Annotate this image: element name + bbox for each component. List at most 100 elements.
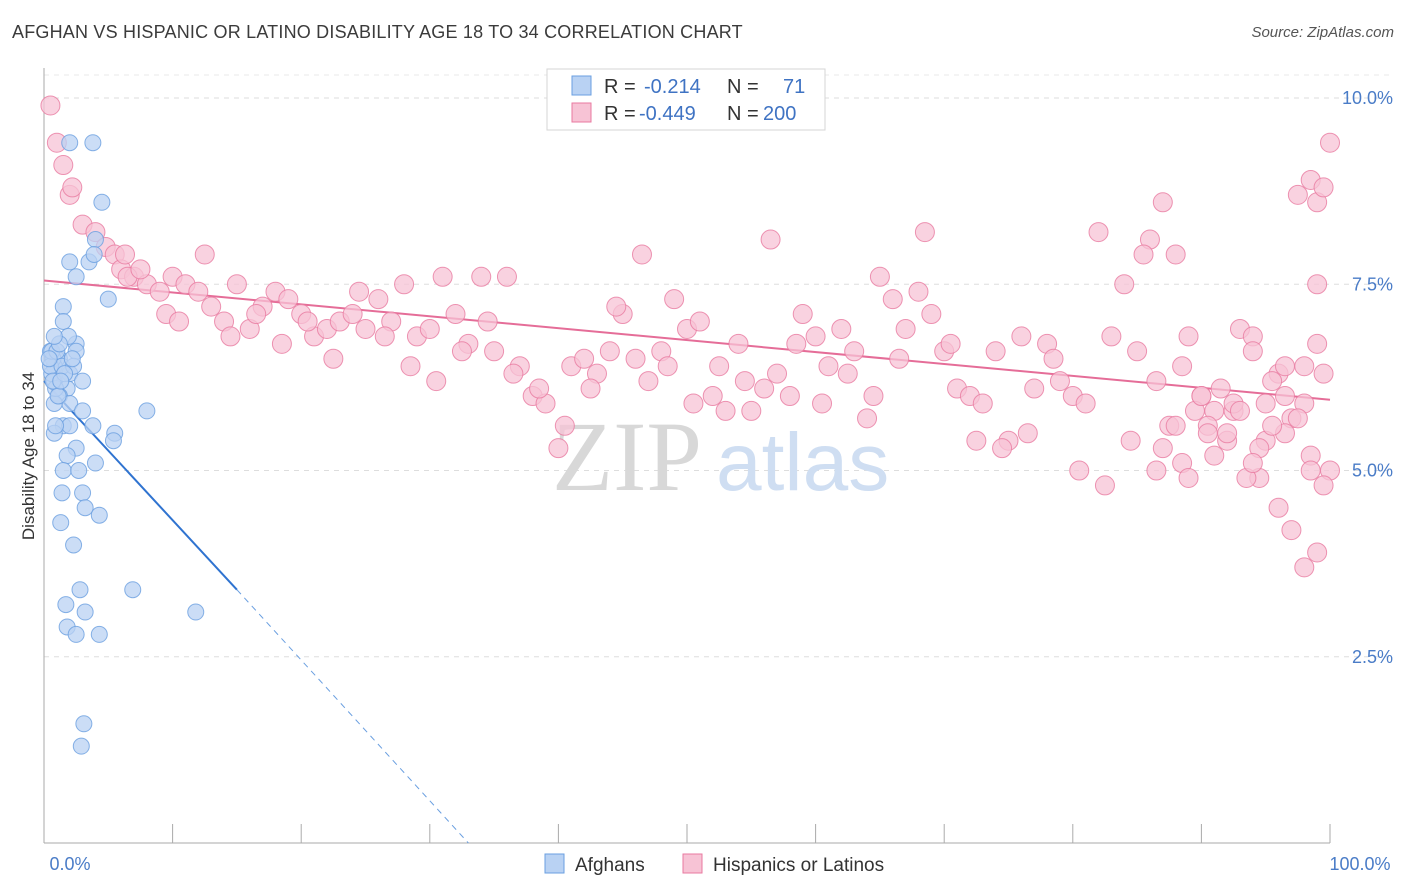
hispanics-point <box>606 296 627 317</box>
hispanics-point <box>908 281 929 302</box>
hispanics-point <box>1255 393 1276 414</box>
afghans-point <box>57 596 75 614</box>
hispanics-point <box>1178 467 1199 488</box>
hispanics-point <box>1281 520 1302 541</box>
hispanics-point <box>188 281 209 302</box>
hispanics-point <box>432 266 453 287</box>
afghans-point <box>63 350 81 368</box>
hispanics-point <box>149 281 170 302</box>
legend-n-afghans: 71 <box>783 76 805 98</box>
afghans-point <box>54 313 72 330</box>
hispanics-point <box>966 430 987 451</box>
hispanics-point <box>1268 497 1289 518</box>
source-label: Source: ZipAtlas.com <box>1251 24 1394 41</box>
afghans-point <box>54 298 72 316</box>
afghans-point <box>90 625 108 643</box>
hispanics-point <box>889 348 910 369</box>
hispanics-point <box>599 341 620 362</box>
hispanics-point <box>754 378 775 399</box>
hispanics-point <box>812 393 833 414</box>
legend-n-label-afghans: N = <box>727 76 759 98</box>
bottom-legend-afghans: Afghans <box>575 855 645 876</box>
afghans-point <box>99 290 117 308</box>
hispanics-point <box>709 356 730 377</box>
hispanics-point <box>40 95 61 116</box>
hispanics-point <box>857 408 878 429</box>
hispanics-point <box>1242 453 1263 474</box>
y-tick-label: 10.0% <box>1342 88 1393 108</box>
hispanics-point <box>53 155 74 176</box>
hispanics-point <box>426 371 447 392</box>
hispanics-point <box>226 274 247 295</box>
hispanics-point <box>374 326 395 347</box>
hispanics-point <box>1313 177 1334 198</box>
afghans-point <box>67 268 85 286</box>
hispanics-point <box>664 289 685 310</box>
afghans-point <box>70 462 88 479</box>
hispanics-point <box>1294 557 1315 578</box>
hispanics-point <box>323 348 344 369</box>
hispanics-point <box>767 363 788 384</box>
afghans-point <box>47 417 65 435</box>
afghans-trend-extension <box>236 589 469 844</box>
afghans-point <box>84 417 102 435</box>
x-tick-label: 0.0% <box>49 854 90 874</box>
top-legend-box <box>546 68 826 131</box>
hispanics-point <box>1152 192 1173 213</box>
afghans-point <box>52 514 70 532</box>
hispanics-point <box>1191 386 1212 406</box>
afghans-point <box>76 603 94 621</box>
hispanics-point <box>1274 386 1295 406</box>
afghans-point <box>104 432 122 450</box>
data-points <box>40 95 1340 755</box>
afghans-point <box>71 581 89 599</box>
hispanics-point <box>1043 348 1064 369</box>
x-tick-label: 100.0% <box>1329 854 1390 874</box>
afghans-point <box>45 327 63 345</box>
afghans-point <box>74 484 92 502</box>
watermark-zip: ZIP <box>552 401 702 512</box>
hispanics-point <box>1146 460 1167 481</box>
hispanics-point <box>1229 400 1250 421</box>
hispanics-point <box>638 371 659 392</box>
hispanics-point <box>1094 475 1115 496</box>
bottom-legend: Afghans Hispanics or Latinos <box>544 853 884 876</box>
hispanics-point <box>844 341 865 362</box>
afghans-point <box>74 402 92 420</box>
top-legend: R = -0.214 N = 71 R = -0.449 N = 200 <box>546 68 826 131</box>
afghans-point <box>124 581 142 599</box>
afghans-point <box>72 737 90 755</box>
hispanics-point <box>220 326 241 347</box>
afghans-point <box>138 402 156 420</box>
hispanics-point <box>278 289 299 310</box>
hispanics-point <box>734 371 755 392</box>
chart-title: AFGHAN VS HISPANIC OR LATINO DISABILITY … <box>12 22 743 42</box>
hispanics-point <box>1210 378 1231 399</box>
hispanics-point <box>1178 326 1199 347</box>
afghans-point <box>93 193 111 211</box>
hispanics-point <box>246 304 267 325</box>
hispanics-point <box>130 259 151 280</box>
afghans-point <box>76 499 94 517</box>
hispanics-point <box>895 318 916 339</box>
hispanics-point <box>1011 326 1032 347</box>
hispanics-point <box>818 356 839 377</box>
hispanics-point <box>715 400 736 421</box>
hispanics-point <box>869 266 890 287</box>
hispanics-point <box>342 304 363 325</box>
hispanics-point <box>1127 341 1148 362</box>
hispanics-point <box>1204 445 1225 466</box>
afghans-point <box>49 387 67 405</box>
hispanics-point <box>702 386 723 406</box>
hispanics-point <box>503 363 524 384</box>
afghans-point <box>86 454 104 472</box>
hispanics-point <box>1320 132 1340 153</box>
legend-swatch-afghans <box>571 75 592 96</box>
hispanics-point <box>1165 415 1186 436</box>
y-tick-label: 5.0% <box>1352 461 1393 481</box>
hispanics-point <box>1294 356 1315 377</box>
hispanics-point <box>477 311 498 332</box>
hispanics-point <box>1114 274 1135 295</box>
afghans-point <box>61 134 79 152</box>
